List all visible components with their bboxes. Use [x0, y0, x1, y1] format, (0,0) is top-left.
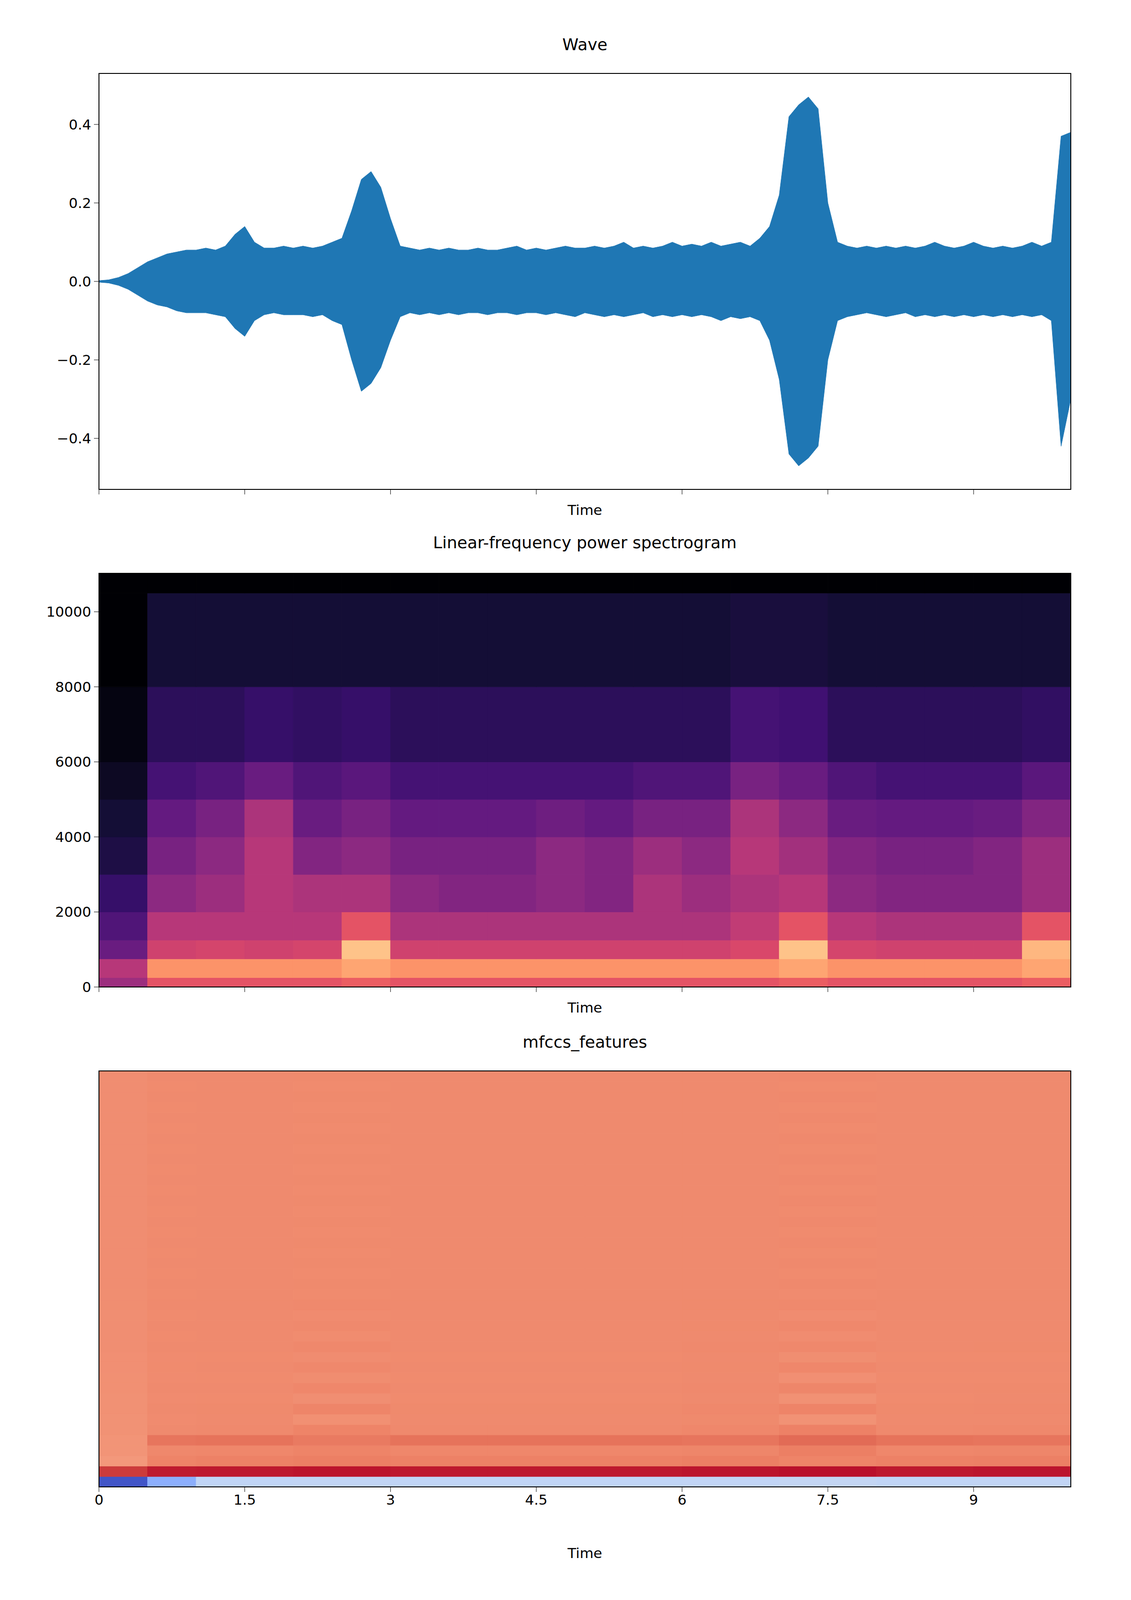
svg-text:0: 0	[94, 1491, 104, 1508]
svg-text:0: 0	[82, 978, 92, 996]
svg-text:10000: 10000	[46, 603, 92, 620]
svg-text:8000: 8000	[55, 678, 92, 696]
svg-text:6000: 6000	[55, 753, 92, 770]
html-text:Wave: Wave	[562, 35, 608, 54]
svg-text:−0.2: −0.2	[57, 351, 92, 369]
html-text:Time: Time	[567, 999, 603, 1016]
svg-text:4.5: 4.5	[524, 1491, 548, 1508]
svg-text:6: 6	[677, 1491, 687, 1508]
svg-text:0.4: 0.4	[68, 116, 92, 133]
svg-text:0.2: 0.2	[68, 194, 92, 212]
svg-text:4000: 4000	[55, 828, 92, 846]
svg-text:9: 9	[969, 1491, 979, 1508]
svg-text:−0.4: −0.4	[57, 430, 92, 447]
svg-text:7.5: 7.5	[816, 1491, 840, 1508]
html-text:Time: Time	[567, 1544, 603, 1562]
html-text:Time: Time	[567, 501, 603, 519]
svg-text:0.0: 0.0	[68, 273, 92, 290]
svg-text:2000: 2000	[55, 903, 92, 920]
svg-text:1.5: 1.5	[233, 1491, 256, 1508]
html-text:mfccs_features: mfccs_features	[522, 1032, 648, 1052]
html-text:Linear-frequency power spectro: Linear-frequency power spectrogram	[433, 533, 737, 552]
svg-text:3: 3	[385, 1491, 395, 1508]
